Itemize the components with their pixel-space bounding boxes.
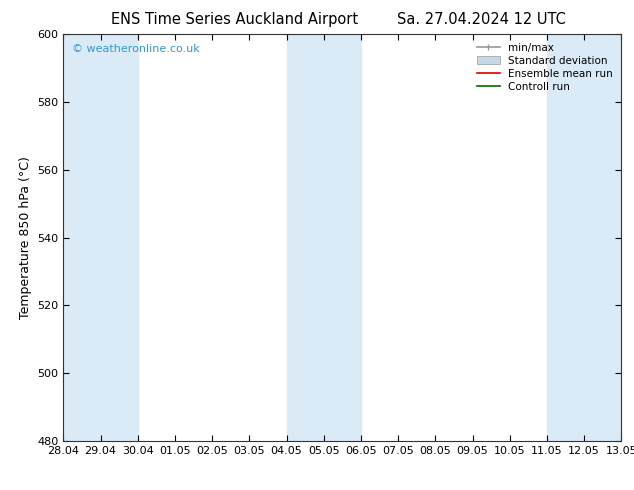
- Bar: [324, 34, 361, 441]
- Y-axis label: Temperature 850 hPa (°C): Temperature 850 hPa (°C): [19, 156, 32, 319]
- Text: ENS Time Series Auckland Airport: ENS Time Series Auckland Airport: [111, 12, 358, 27]
- Bar: [547, 34, 584, 441]
- Text: Sa. 27.04.2024 12 UTC: Sa. 27.04.2024 12 UTC: [398, 12, 566, 27]
- Bar: [584, 34, 621, 441]
- Text: © weatheronline.co.uk: © weatheronline.co.uk: [72, 45, 200, 54]
- Bar: [63, 34, 101, 441]
- Bar: [101, 34, 138, 441]
- Legend: min/max, Standard deviation, Ensemble mean run, Controll run: min/max, Standard deviation, Ensemble me…: [473, 39, 617, 96]
- Bar: [287, 34, 324, 441]
